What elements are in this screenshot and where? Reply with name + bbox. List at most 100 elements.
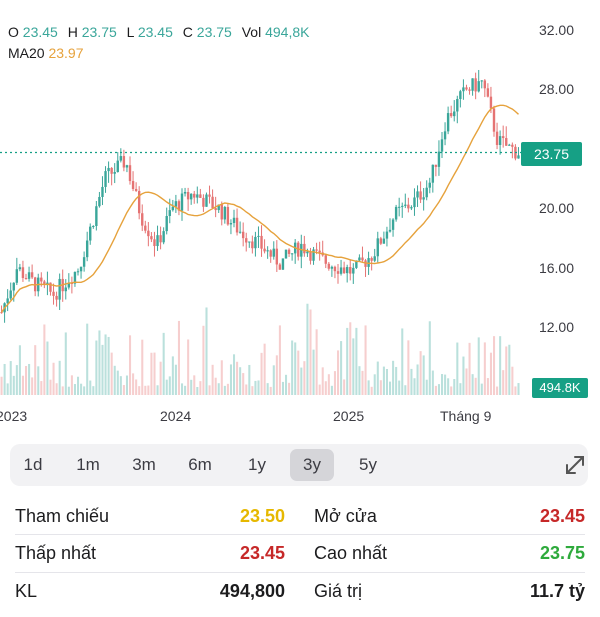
volume-bar (226, 383, 229, 395)
candle-body (168, 210, 171, 216)
volume-bar (61, 386, 64, 395)
volume-bar (499, 336, 502, 395)
volume-bar (382, 366, 385, 395)
candle-body (141, 213, 144, 226)
candle-body (116, 160, 119, 172)
volume-bar (220, 360, 223, 395)
y-tick-label: 32.00 (538, 22, 574, 38)
volume-bar (272, 365, 275, 395)
low-stat-value: 23.45 (239, 543, 285, 563)
candle-body (79, 266, 83, 272)
volume-bar (159, 361, 162, 395)
volume-bar (147, 385, 150, 395)
volume-bar (156, 385, 159, 395)
candle-body (309, 251, 312, 261)
candle-body (27, 272, 31, 279)
divider (15, 534, 585, 535)
volume-bar (385, 369, 388, 395)
volume-bar (67, 386, 70, 395)
volume-bar (3, 363, 6, 395)
candle-body (480, 80, 483, 82)
volume-bar (162, 332, 165, 395)
range-5y-button[interactable]: 5y (359, 455, 377, 474)
volume-bar (477, 337, 480, 395)
volume-bar (177, 320, 180, 395)
candle-body (489, 96, 493, 109)
open-stat-label: Mở cửa (314, 506, 377, 526)
ma-label: MA20 (8, 45, 45, 61)
volume-bar (251, 386, 254, 395)
volume-bar (315, 329, 318, 395)
range-6m-button[interactable]: 6m (188, 455, 212, 474)
candle-body (453, 111, 456, 117)
volume-bar (242, 373, 245, 395)
candle-body (443, 131, 447, 140)
candle-body (275, 248, 279, 265)
volume-bar (196, 386, 199, 395)
candle-body (189, 193, 193, 200)
chart-svg[interactable] (0, 0, 600, 430)
volume-bar (138, 386, 141, 395)
candle-body (12, 282, 15, 291)
candle-body (498, 136, 502, 145)
volume-bar (404, 385, 407, 395)
candle-body (401, 205, 404, 207)
open-stat-value: 23.45 (539, 506, 585, 526)
volume-bar (300, 367, 303, 395)
volume-bar (107, 336, 110, 395)
volume-bar (450, 386, 453, 395)
candle-body (422, 197, 425, 200)
volume-bar (37, 366, 40, 395)
range-1y-button[interactable]: 1y (248, 455, 266, 474)
volume-bar (205, 307, 208, 395)
candle-body (241, 231, 245, 239)
volume-bar (318, 384, 321, 395)
volume-bar (202, 325, 205, 395)
volume-bar (431, 370, 434, 395)
range-1m-button[interactable]: 1m (76, 455, 100, 474)
candle-body (459, 91, 462, 100)
candle-body (474, 78, 477, 92)
candle-body (483, 80, 487, 89)
range-1d-button[interactable]: 1d (23, 455, 43, 474)
volume-bar (297, 350, 300, 395)
candle-body (376, 238, 379, 257)
candle-body (257, 235, 260, 237)
volume-bar (193, 375, 196, 395)
volume-bar (456, 342, 459, 395)
volume-bar (309, 309, 312, 395)
expand-icon[interactable] (562, 452, 588, 478)
volume-bar (239, 367, 242, 395)
candle-body (272, 248, 275, 257)
candle-body (508, 144, 511, 146)
candle-body (162, 231, 165, 243)
candle-body (278, 264, 282, 270)
volume-bar (171, 356, 174, 395)
candle-body (235, 217, 239, 233)
volume-bar (168, 376, 171, 395)
low-value: 23.45 (137, 24, 173, 40)
volume-bar (453, 379, 456, 395)
volume-bar (352, 338, 355, 395)
volume-bar (223, 385, 226, 395)
candle-body (95, 206, 98, 227)
candle-body (67, 283, 71, 288)
candle-body (486, 88, 490, 97)
range-3y-button[interactable]: 3y (290, 449, 334, 481)
volume-bar (34, 345, 37, 395)
candle-body (73, 271, 77, 284)
candle-body (64, 287, 67, 292)
candle-body (113, 171, 116, 174)
volume-bar (333, 371, 336, 395)
volume-bar (55, 383, 58, 395)
price-chart[interactable]: O 23.45 H 23.75 L 23.45 C 23.75 Vol 494,… (0, 0, 600, 430)
volume-bar (379, 380, 382, 395)
volume-bar (266, 383, 269, 395)
volume-bar (12, 375, 15, 395)
volume-bar (459, 383, 462, 395)
range-3m-button[interactable]: 3m (132, 455, 156, 474)
candle-body (15, 269, 19, 283)
volume-bar (364, 325, 367, 395)
candle-body (388, 229, 392, 232)
candle-body (248, 241, 251, 243)
